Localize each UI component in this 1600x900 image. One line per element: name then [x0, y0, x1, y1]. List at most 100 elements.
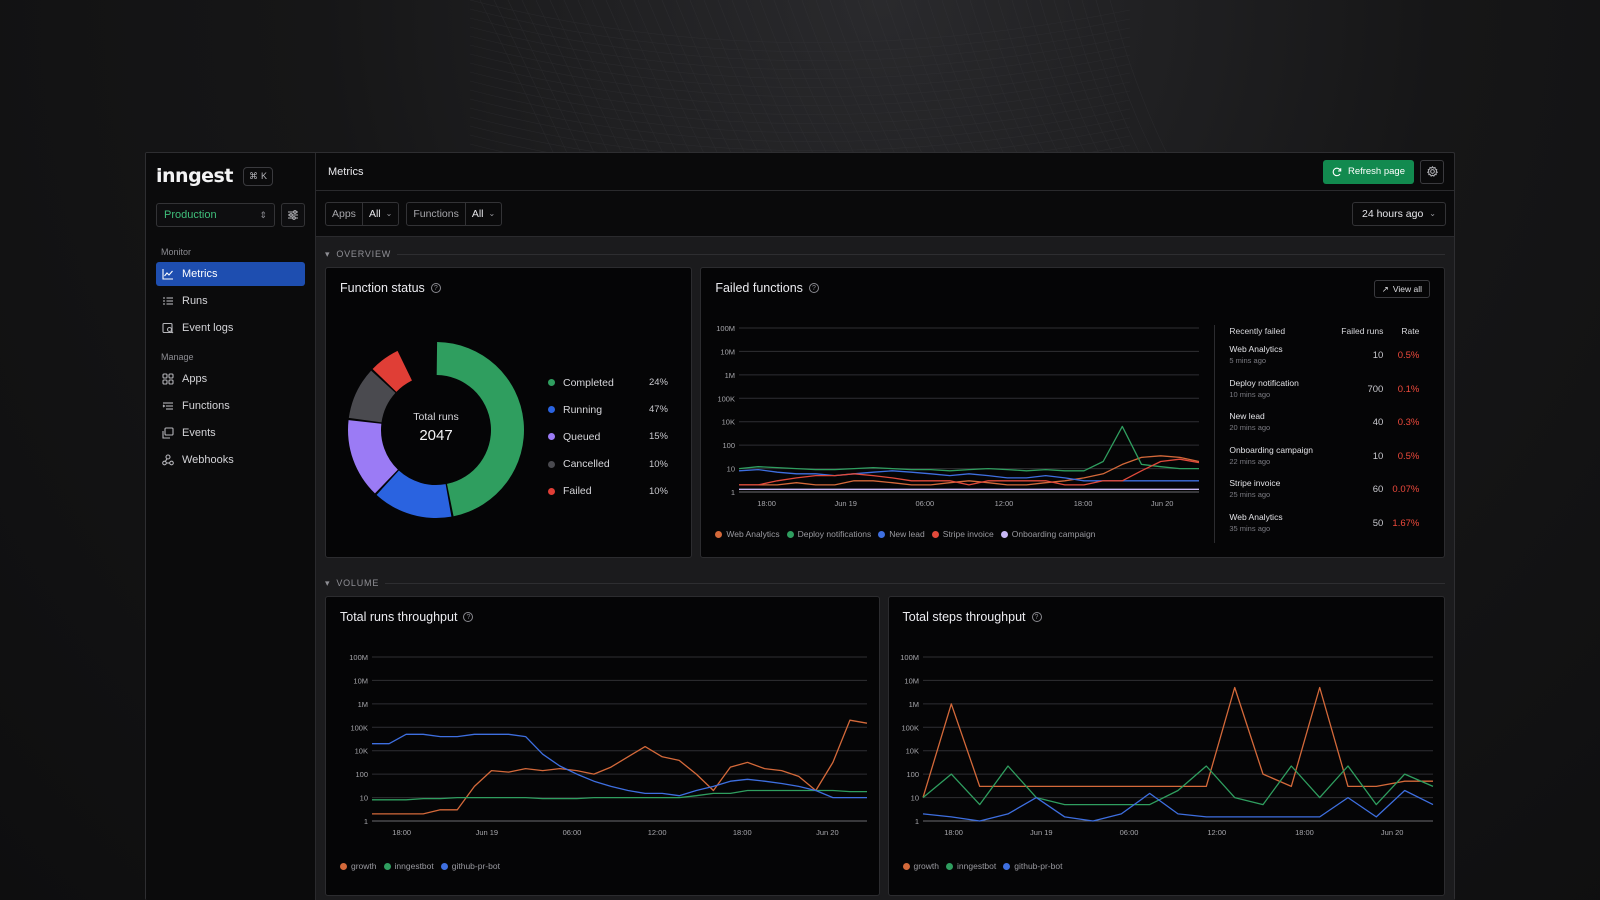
series-line-growth[interactable]: [921, 686, 1433, 798]
failed-function-cell: Web Analytics 5 mins ago: [1229, 344, 1327, 371]
x-tick-label: Jun 20: [816, 828, 839, 837]
sidebar-item-runs[interactable]: Runs: [156, 289, 305, 313]
apps-filter[interactable]: Apps All ⌄: [325, 201, 400, 226]
legend-item-onboarding-campaign[interactable]: Onboarding campaign: [1000, 529, 1096, 539]
donut-slice-completed[interactable]: [436, 342, 525, 517]
view-all-button[interactable]: ↗ View all: [1373, 280, 1430, 298]
legend-item-running[interactable]: Running 47%: [548, 396, 668, 423]
failed-function-name: New lead: [1229, 411, 1265, 421]
sidebar-item-apps[interactable]: Apps: [156, 367, 305, 391]
series-line-inngestbot[interactable]: [372, 789, 867, 801]
refresh-page-button[interactable]: Refresh page: [1322, 159, 1414, 184]
y-tick-label: 1: [731, 488, 735, 497]
inngest-logo[interactable]: inngest: [156, 165, 233, 187]
donut-slice-queued[interactable]: [348, 420, 398, 494]
x-tick-label: 18:00: [1295, 828, 1314, 837]
legend-item-stripe-invoice[interactable]: Stripe invoice: [931, 529, 994, 539]
x-tick-label: 06:00: [916, 499, 935, 508]
legend-label: Cancelled: [563, 458, 610, 471]
sidebar-item-events[interactable]: Events: [156, 421, 305, 445]
legend-item-inngestbot[interactable]: inngestbot: [946, 861, 996, 871]
legend-item-completed[interactable]: Completed 24%: [548, 369, 668, 396]
table-row[interactable]: Stripe invoice 25 mins ago 60 0.07%: [1229, 471, 1419, 505]
table-row[interactable]: Web Analytics 5 mins ago 10 0.5%: [1229, 337, 1419, 371]
runs-throughput-card: Total runs throughput ? 1 10 100 10K 100K 1M 1…: [325, 596, 880, 896]
col-recently-failed: Recently failed: [1229, 326, 1286, 336]
col-rate: Rate: [1401, 326, 1420, 336]
app-window: inngest ⌘ K Production ⇕ Monitor Metrics…: [145, 152, 1455, 900]
apps-filter-value[interactable]: All ⌄: [363, 203, 398, 225]
legend-value: 24%: [648, 377, 668, 389]
time-range-select[interactable]: 24 hours ago ⌄: [1351, 201, 1446, 226]
x-tick-label: Jun 20: [1380, 828, 1403, 837]
y-tick-label: 100M: [349, 653, 368, 662]
legend-label: Onboarding campaign: [1011, 529, 1096, 539]
mesh-line: [469, 26, 1131, 70]
chart-line-icon: [162, 269, 173, 280]
functions-filter[interactable]: Functions All ⌄: [406, 201, 503, 226]
legend-label: New lead: [889, 529, 925, 539]
y-tick-label: 100M: [717, 324, 736, 333]
series-line-web-analytics[interactable]: [739, 455, 1200, 486]
table-row[interactable]: Web Analytics 35 mins ago 50 1.67%: [1229, 505, 1419, 539]
mesh-line: [469, 62, 1131, 106]
overview-section-label: OVERVIEW: [336, 249, 392, 259]
legend-item-github-pr-bot[interactable]: github-pr-bot: [1003, 861, 1062, 871]
legend-item-new-lead[interactable]: New lead: [878, 529, 925, 539]
donut-slice-cancelled[interactable]: [348, 370, 396, 423]
volume-section-header[interactable]: ▾ VOLUME: [325, 574, 1445, 592]
sidebar-item-metrics[interactable]: Metrics: [156, 262, 305, 286]
page-title: Metrics: [328, 165, 364, 178]
table-row[interactable]: Onboarding campaign 22 mins ago 10 0.5%: [1229, 438, 1419, 472]
legend-item-web-analytics[interactable]: Web Analytics: [715, 529, 780, 539]
list-icon: [163, 297, 173, 305]
sidebar-item-webhooks[interactable]: Webhooks: [156, 448, 305, 472]
help-icon[interactable]: ?: [1031, 612, 1042, 622]
legend-item-growth[interactable]: growth: [902, 861, 939, 871]
runs-throughput-legend: growth inngestbot github-pr-bot: [340, 861, 500, 871]
help-icon[interactable]: ?: [463, 612, 474, 622]
functions-filter-value[interactable]: All ⌄: [466, 203, 501, 225]
legend-dot: [786, 530, 794, 538]
legend-item-deploy-notifications[interactable]: Deploy notifications: [786, 529, 871, 539]
legend-item-cancelled[interactable]: Cancelled 10%: [548, 451, 668, 478]
series-line-inngestbot[interactable]: [922, 765, 1433, 806]
legend-dot: [383, 862, 391, 870]
series-line-github-pr-bot[interactable]: [372, 733, 867, 799]
help-icon[interactable]: ?: [430, 283, 441, 293]
failed-function-time: 22 mins ago: [1229, 456, 1271, 466]
sidebar-item-functions[interactable]: Functions: [156, 394, 305, 418]
mesh-line: [469, 89, 1131, 133]
donut-slice-running[interactable]: [376, 470, 452, 518]
legend-item-failed[interactable]: Failed 10%: [548, 478, 668, 505]
mesh-line: [469, 8, 1131, 52]
table-row[interactable]: New lead 20 mins ago 40 0.3%: [1229, 404, 1419, 438]
environment-select[interactable]: Production ⇕: [156, 203, 275, 227]
table-row[interactable]: Deploy notification 10 mins ago 700 0.1%: [1229, 371, 1419, 405]
overview-section-header[interactable]: ▾ OVERVIEW: [325, 245, 1445, 263]
legend-item-inngestbot[interactable]: inngestbot: [383, 861, 434, 871]
legend-value: 47%: [648, 404, 668, 416]
legend-item-github-pr-bot[interactable]: github-pr-bot: [440, 861, 500, 871]
sidebar-item-event-logs[interactable]: Event logs: [156, 316, 305, 340]
series-line-new-lead[interactable]: [739, 468, 1200, 482]
sidebar-item-label: Apps: [182, 373, 208, 385]
command-k-shortcut[interactable]: ⌘ K: [242, 166, 273, 186]
legend-value: 15%: [648, 431, 668, 443]
legend-item-growth[interactable]: growth: [340, 861, 377, 871]
donut-slice-failed[interactable]: [372, 350, 412, 392]
help-icon[interactable]: ?: [808, 283, 819, 293]
failed-runs-value: 60: [1372, 484, 1384, 495]
settings-button[interactable]: [1420, 159, 1444, 184]
series-line-stripe-invoice[interactable]: [739, 458, 1200, 486]
steps-throughput-card: Total steps throughput ? 1 10 100 10K 100K 1M…: [887, 596, 1445, 896]
environment-settings-button[interactable]: [281, 203, 305, 227]
series-line-growth[interactable]: [372, 719, 868, 815]
legend-item-queued[interactable]: Queued 15%: [548, 423, 668, 450]
top-actions: Refresh page: [1322, 159, 1444, 184]
nav-group-manage: Manage: [161, 352, 194, 362]
failed-function-name: Web Analytics: [1229, 344, 1283, 354]
legend-dot: [1000, 530, 1008, 538]
series-line-github-pr-bot[interactable]: [922, 789, 1433, 822]
series-line-deploy-notifications[interactable]: [739, 425, 1200, 472]
